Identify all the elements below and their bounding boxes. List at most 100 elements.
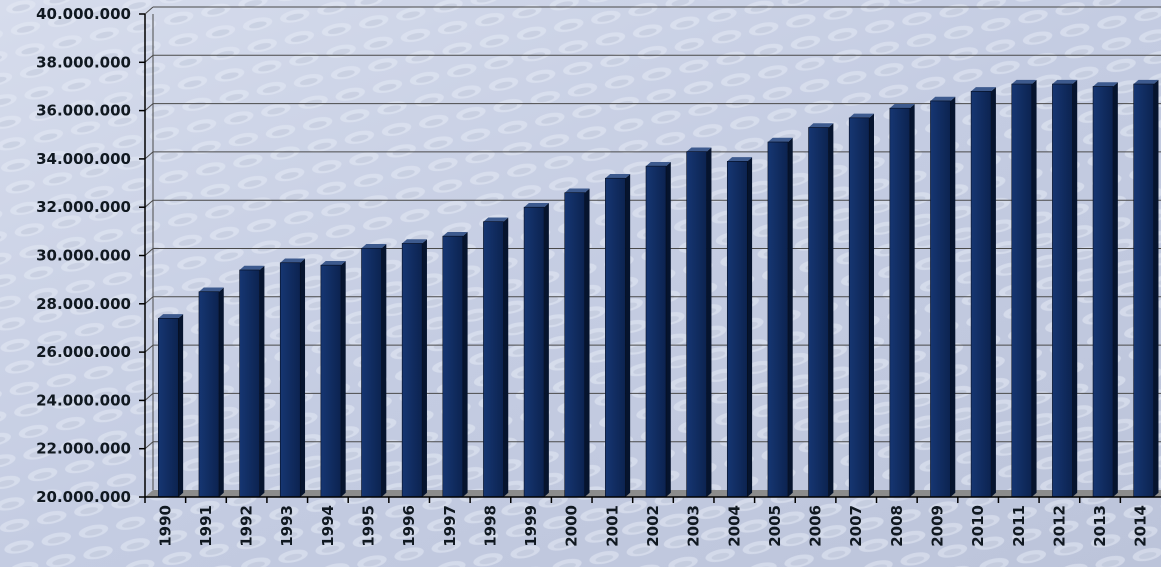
bar (442, 231, 468, 498)
bar (930, 96, 956, 498)
bar-side (1153, 79, 1159, 498)
x-tick-label: 2002 (644, 505, 662, 547)
bar-top (889, 103, 915, 109)
gridline-depth (144, 103, 154, 111)
bar-side (218, 287, 224, 497)
x-tick-label: 2006 (807, 505, 825, 547)
x-tick-label: 2008 (888, 505, 906, 547)
bar-front (848, 117, 870, 498)
x-tick-label: 2013 (1091, 505, 1109, 547)
bar (198, 287, 224, 498)
x-tick-label: 1994 (319, 505, 337, 547)
bar-top (930, 96, 956, 101)
bar (848, 113, 874, 498)
bar-side (544, 203, 549, 497)
bar-front (239, 269, 260, 498)
bar-front (198, 291, 220, 498)
bar-front (726, 161, 748, 498)
bar (1011, 79, 1037, 498)
bar-side (828, 123, 834, 498)
y-tick-label: 32.000.000 (36, 198, 131, 216)
bar-side (300, 258, 306, 497)
bar-side (787, 137, 793, 498)
x-tick-label: 1993 (278, 505, 296, 547)
x-tick-label: 1999 (522, 505, 540, 547)
x-tick-label: 1991 (197, 505, 215, 547)
y-tick-label: 38.000.000 (36, 53, 131, 71)
bar (605, 174, 631, 498)
bar (1133, 79, 1159, 498)
bar (564, 188, 590, 498)
bar-side (706, 147, 712, 497)
bar-side (259, 265, 265, 497)
bar-side (422, 239, 427, 497)
bar-front (483, 221, 504, 498)
x-tick-label: 2010 (969, 505, 987, 547)
bar-front (605, 177, 626, 498)
bar (239, 265, 265, 498)
x-tick-label: 2000 (563, 505, 581, 547)
bar (320, 260, 346, 498)
bar-front (686, 151, 707, 498)
bar-top (808, 123, 834, 128)
bar-front (158, 317, 179, 498)
gridline-depth (144, 6, 154, 15)
bar-top (564, 188, 590, 193)
y-axis: 20.000.000 22.000.000 24.000.000 26.000.000… (36, 5, 146, 506)
bar (889, 103, 915, 498)
bar (1092, 82, 1118, 498)
bar-front (1133, 83, 1154, 498)
bar-front (970, 90, 992, 498)
bar-front (401, 243, 423, 498)
bar-top (239, 265, 265, 270)
bar-side (381, 244, 387, 497)
x-tick-label: 2011 (1010, 505, 1028, 547)
y-tick-label: 36.000.000 (36, 102, 131, 120)
bar-side (909, 103, 915, 498)
bar (483, 217, 509, 498)
bar-front (361, 247, 382, 498)
bar-side (340, 260, 346, 497)
bar-top (524, 203, 549, 208)
bar-side (869, 113, 874, 498)
bar-front (279, 262, 301, 498)
bar-top (605, 174, 631, 179)
bar-front (1092, 86, 1114, 498)
bar-top (1011, 79, 1037, 85)
bar-side (1031, 79, 1037, 498)
bar-front (1011, 83, 1033, 498)
bar (767, 137, 793, 498)
y-tick-label: 20.000.000 (36, 488, 131, 506)
bar (686, 147, 712, 498)
x-tick-label: 2014 (1132, 505, 1150, 547)
bar-side (991, 87, 996, 497)
y-tick-label: 26.000.000 (36, 343, 131, 361)
x-tick-label: 1996 (400, 505, 418, 547)
bar-top (198, 287, 224, 292)
bar-top (1133, 79, 1159, 85)
bar-side (503, 217, 509, 498)
bar-top (361, 244, 387, 249)
bar (158, 314, 184, 498)
x-tick-label: 1990 (156, 505, 174, 547)
x-tick-label: 1998 (481, 505, 499, 547)
bars-layer (158, 79, 1159, 498)
bar-top (1093, 82, 1118, 87)
gridline-depth (144, 248, 154, 256)
bar-front (442, 235, 464, 498)
bar (401, 239, 427, 498)
bar-top (483, 217, 509, 222)
x-tick-label: 2001 (603, 505, 621, 547)
bar-side (666, 161, 671, 497)
gridline-depth (144, 393, 154, 401)
x-tick-label: 2007 (847, 505, 865, 547)
bar (726, 157, 753, 498)
gridline-depth (144, 441, 154, 450)
bar-side (584, 188, 590, 497)
bar-top (1052, 79, 1078, 85)
gridline-depth (144, 54, 154, 63)
bar-side (625, 174, 631, 497)
bar-side (1113, 82, 1118, 497)
